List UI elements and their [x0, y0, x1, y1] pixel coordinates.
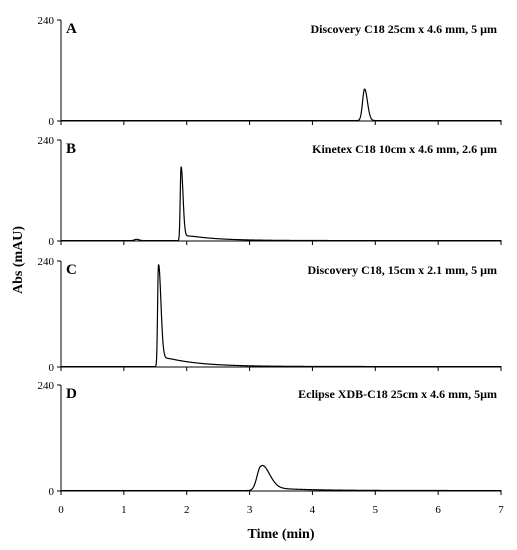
panel-b-trace: [60, 166, 502, 242]
panel-a-y-tick-label: 0: [49, 116, 55, 128]
panel-d-trace: [60, 464, 502, 492]
panel-a-title: Discovery C18 25cm x 4.6 mm, 5 µm: [310, 22, 497, 36]
x-tick-label: 5: [373, 504, 379, 516]
panel-d-y-tick-label: 0: [49, 486, 55, 498]
panel-d-letter: D: [66, 386, 77, 402]
x-tick-label: 2: [184, 504, 190, 516]
panel-b-y-tick-label: 240: [38, 135, 55, 147]
x-tick-label: 7: [498, 504, 504, 516]
panel-c-letter: C: [66, 262, 77, 278]
x-tick-label: 4: [310, 504, 316, 516]
panel-d-title: Eclipse XDB-C18 25cm x 4.6 mm, 5µm: [298, 387, 497, 401]
x-axis-title: Time (min): [247, 527, 314, 542]
x-tick-label: 6: [435, 504, 441, 516]
panel-a-trace: [60, 88, 502, 122]
panel-b-letter: B: [66, 141, 76, 157]
panel-a-letter: A: [66, 21, 77, 37]
panel-c-trace: [60, 264, 502, 368]
x-tick-label: 0: [58, 504, 64, 516]
x-tick-label: 3: [247, 504, 253, 516]
panel-c-title: Discovery C18, 15cm x 2.1 mm, 5 µm: [307, 263, 497, 277]
panel-a-y-tick-label: 240: [38, 15, 55, 27]
panel-d-y-tick-label: 240: [38, 380, 55, 392]
y-axis-title: Abs (mAU): [11, 226, 26, 294]
panel-b-title: Kinetex C18 10cm x 4.6 mm, 2.6 µm: [312, 142, 497, 156]
panel-c-y-tick-label: 240: [38, 256, 55, 268]
panel-c-y-tick-label: 0: [49, 362, 55, 374]
x-tick-label: 1: [121, 504, 127, 516]
panel-b-y-tick-label: 0: [49, 236, 55, 248]
